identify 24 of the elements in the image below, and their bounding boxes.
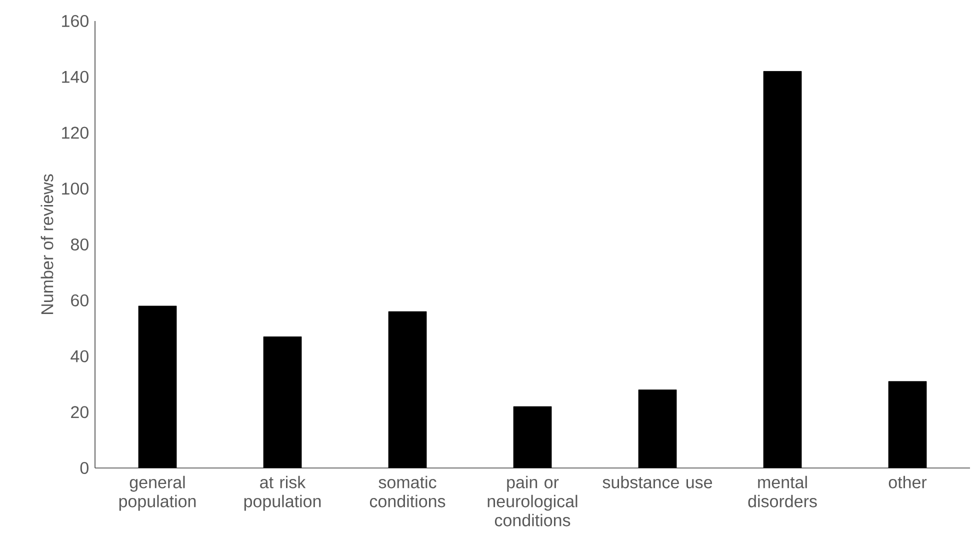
x-tick-label: substance use: [602, 476, 712, 488]
bar: [638, 390, 677, 468]
y-tick-label: 80: [70, 238, 88, 251]
bar: [513, 406, 552, 468]
x-tick-label: at risk population: [244, 476, 321, 511]
y-tick-label: 40: [70, 350, 88, 362]
x-tick-label: mental disorders: [748, 476, 817, 508]
x-tick-label: other: [888, 476, 927, 488]
x-tick-label: general population: [119, 476, 196, 511]
bar: [138, 306, 177, 468]
y-tick-label: 60: [71, 294, 88, 306]
bar: [263, 336, 302, 468]
y-axis-title: Number of reviews: [40, 174, 54, 314]
bar: [763, 71, 802, 468]
x-tick-label: pain or neurological conditions: [488, 476, 578, 526]
y-tick-label: 20: [71, 406, 88, 418]
y-tick-label: 160: [62, 14, 88, 28]
y-tick-label: 120: [62, 126, 88, 139]
y-tick-label: 140: [62, 70, 88, 83]
y-tick-label: 0: [80, 462, 88, 474]
bar: [388, 311, 427, 468]
x-tick-label: somatic conditions: [370, 476, 446, 508]
y-tick-label: 100: [62, 182, 88, 195]
bar: [888, 381, 927, 468]
